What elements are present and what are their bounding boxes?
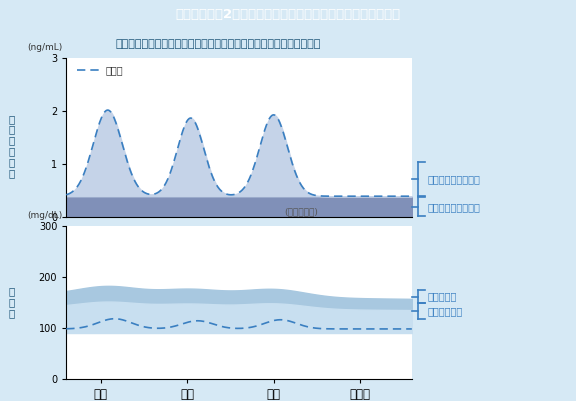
Text: 基礎インスリン分泌量が少なくなると、空腹時血糖値が高くなります: 基礎インスリン分泌量が少なくなると、空腹時血糖値が高くなります	[115, 39, 321, 49]
Text: 追加インスリン分泌: 追加インスリン分泌	[428, 174, 481, 184]
Text: イ
ン
ス
リ
ン
値: イ ン ス リ ン 値	[9, 114, 14, 178]
Text: (mg/dL): (mg/dL)	[28, 211, 63, 220]
Text: 基礎インスリン分泌: 基礎インスリン分泌	[428, 202, 481, 212]
Text: 空腹時高血糖: 空腹時高血糖	[428, 306, 463, 316]
Text: 健常人および2型糖尿病における血糖値とインスリン分泌動態: 健常人および2型糖尿病における血糖値とインスリン分泌動態	[176, 8, 400, 22]
Text: 食後高血糖: 食後高血糖	[428, 292, 457, 302]
Text: (ng/mL): (ng/mL)	[28, 43, 63, 52]
Text: (イメージ図): (イメージ図)	[284, 208, 318, 217]
Text: 健常人: 健常人	[106, 65, 124, 75]
Text: 血
糖
値: 血 糖 値	[9, 287, 14, 318]
